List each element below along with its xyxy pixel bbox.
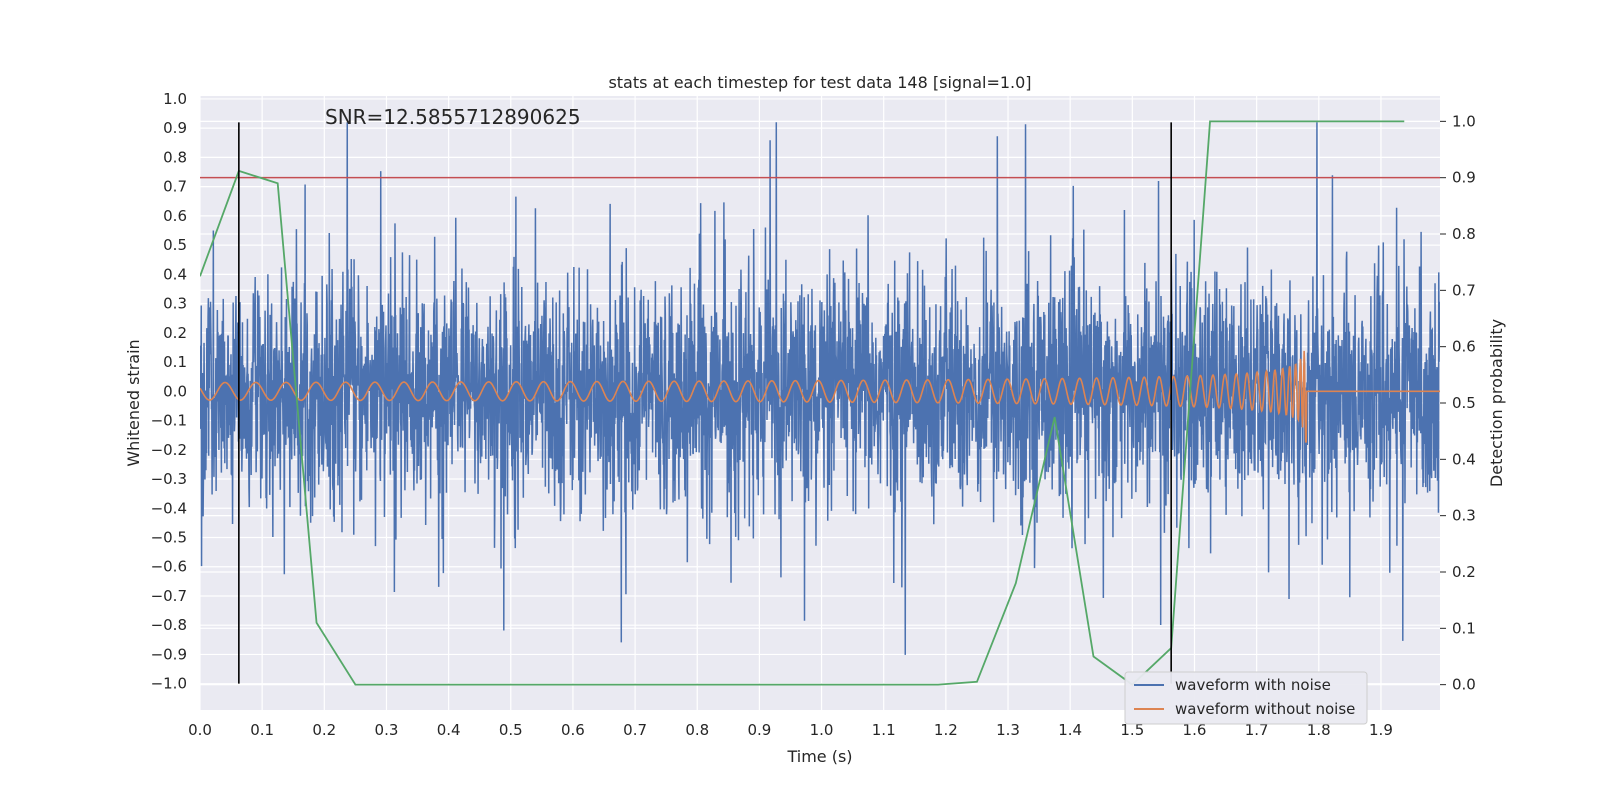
y-tick-label-left: 1.0 <box>163 90 187 108</box>
x-tick-label: 1.2 <box>934 721 958 739</box>
x-tick-label: 0.3 <box>375 721 399 739</box>
y-axis-label-right: Detection probability <box>1487 319 1506 487</box>
y-tick-label-left: −0.1 <box>151 412 187 430</box>
y-tick-label-left: −0.6 <box>151 558 187 576</box>
x-tick-label: 1.7 <box>1245 721 1269 739</box>
y-tick-label-right: 0.5 <box>1452 394 1476 412</box>
x-tick-label: 0.8 <box>685 721 709 739</box>
series-waveform-without-noise <box>200 350 1440 443</box>
y-tick-label-left: 0.2 <box>163 324 187 342</box>
y-tick-label-left: 0.4 <box>163 265 187 283</box>
x-axis-label: Time (s) <box>786 747 852 766</box>
y-tick-label-right: 0.7 <box>1452 281 1476 299</box>
legend-box <box>1124 671 1368 725</box>
y-tick-label-left: −0.4 <box>151 499 187 517</box>
y-tick-label-left: 0.7 <box>163 178 187 196</box>
grid <box>199 96 1440 710</box>
y-tick-label-left: −0.3 <box>151 470 187 488</box>
y-tick-label-right: 0.1 <box>1452 619 1476 637</box>
y-tick-label-left: −0.2 <box>151 441 187 459</box>
x-tick-label: 1.9 <box>1369 721 1393 739</box>
y-tick-label-left: −1.0 <box>151 675 187 693</box>
y-tick-label-left: 0.1 <box>163 353 187 371</box>
series-detection-probability <box>200 120 1405 686</box>
y-tick-label-left: 0.3 <box>163 295 187 313</box>
chart-title: stats at each timestep for test data 148… <box>608 73 1031 92</box>
y-tick-label-right: 0.8 <box>1452 225 1476 243</box>
series-waveform-with-noise <box>200 122 1440 655</box>
x-tick-label: 1.1 <box>872 721 896 739</box>
x-tick-label: 1.5 <box>1120 721 1144 739</box>
legend: waveform with noise waveform without noi… <box>1124 671 1368 725</box>
x-tick-label: 0.1 <box>250 721 274 739</box>
y-tick-label-left: −0.7 <box>151 587 187 605</box>
x-tick-label: 1.3 <box>996 721 1020 739</box>
y-tick-label-right: 0.2 <box>1452 563 1476 581</box>
x-tick-label: 0.0 <box>188 721 212 739</box>
y-tick-label-right: 0.0 <box>1452 676 1476 694</box>
y-tick-label-right: 0.4 <box>1452 450 1476 468</box>
y-axis-label-left: Whitened strain <box>124 339 143 466</box>
y-tick-labels-left: 1.0 0.9 0.8 0.7 0.6 0.5 0.4 0.3 0.2 0.1 0.0 −0.1 −0.… <box>151 90 187 693</box>
x-tick-label: 0.2 <box>312 721 336 739</box>
legend-label-noisy: waveform with noise <box>1175 676 1331 694</box>
y-tick-label-right: 0.9 <box>1452 169 1476 187</box>
y-tick-labels-right: 1.0 0.9 0.8 0.7 0.6 0.5 0.4 0.3 0.2 0.1 0.0 <box>1440 112 1476 694</box>
x-tick-label: 0.5 <box>499 721 523 739</box>
y-tick-label-left: 0.6 <box>163 207 187 225</box>
plot-area <box>200 120 1440 686</box>
y-tick-label-left: 0.0 <box>163 382 187 400</box>
x-tick-label: 0.6 <box>561 721 585 739</box>
y-tick-label-left: 0.9 <box>163 119 187 137</box>
y-tick-label-left: −0.8 <box>151 616 187 634</box>
x-tick-labels: 0.0 0.1 0.2 0.3 0.4 0.5 0.6 0.7 0.8 0.9 1.0 1.1 1.2 1… <box>188 721 1393 739</box>
x-tick-label: 1.8 <box>1307 721 1331 739</box>
x-tick-label: 0.7 <box>623 721 647 739</box>
y-tick-label-left: 0.5 <box>163 236 187 254</box>
y-tick-label-right: 0.3 <box>1452 507 1476 525</box>
y-tick-label-left: −0.5 <box>151 528 187 546</box>
x-tick-label: 0.4 <box>437 721 461 739</box>
x-tick-label: 1.4 <box>1058 721 1082 739</box>
y-tick-label-left: 0.8 <box>163 148 187 166</box>
snr-annotation: SNR=12.5855712890625 <box>325 105 581 129</box>
y-tick-label-left: −0.9 <box>151 645 187 663</box>
x-tick-label: 1.6 <box>1183 721 1207 739</box>
x-tick-label: 1.0 <box>810 721 834 739</box>
y-tick-label-right: 1.0 <box>1452 112 1476 130</box>
y-tick-label-right: 0.6 <box>1452 338 1476 356</box>
x-tick-label: 0.9 <box>747 721 771 739</box>
legend-label-clean: waveform without noise <box>1175 700 1355 718</box>
